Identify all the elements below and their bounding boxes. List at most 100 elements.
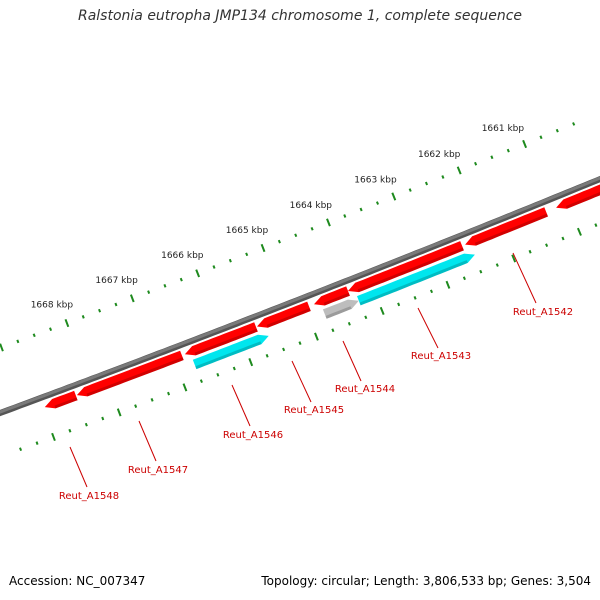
minor-tick [462,276,466,281]
gene-label-Reut_A1548[interactable]: Reut_A1548 [59,446,119,502]
minor-tick [474,161,478,166]
major-tick [445,280,451,289]
gene-Reut_A1542[interactable] [556,184,600,209]
tick-label: 1665 kbp [226,226,269,236]
gene-label-text: Reut_A1543 [411,351,471,362]
major-tick [522,139,528,149]
leader-line [417,307,439,349]
gene-labels: Reut_A1542 Reut_A1543 Reut_A1544 Reut_A1545… [59,252,573,502]
gene-Reut_A1543-fwd[interactable] [465,207,548,246]
minor-tick [228,258,232,263]
minor-tick [163,283,167,288]
minor-tick [101,416,105,421]
minor-tick [364,315,368,320]
minor-tick [555,128,559,133]
major-tick [51,432,56,442]
minor-tick [49,327,53,332]
leader-line [291,360,312,403]
major-tick [511,254,517,263]
gene-Reut_A1547[interactable] [76,350,184,397]
minor-tick [294,233,298,238]
minor-tick [81,315,85,319]
major-tick [116,408,122,417]
gene-label-Reut_A1547[interactable]: Reut_A1547 [128,420,188,476]
gene-label-text: Reut_A1544 [335,384,395,395]
minor-tick [310,227,314,231]
major-tick [0,343,4,352]
major-tick [129,294,135,303]
tick-label: 1668 kbp [31,300,74,310]
leader-line [69,446,88,488]
gene-label-Reut_A1543[interactable]: Reut_A1543 [411,307,471,362]
minor-tick [479,269,483,274]
major-tick [195,269,201,278]
major-tick [391,192,397,201]
minor-tick [232,366,236,371]
minor-tick [212,265,216,269]
minor-tick [35,441,39,445]
chromosome-backbone [0,175,600,417]
minor-tick [561,236,565,241]
gene-label-Reut_A1542[interactable]: Reut_A1542 [512,252,573,318]
minor-tick [179,277,183,282]
tick-label: 1662 kbp [418,150,461,160]
gene-Reut_A1544[interactable] [322,299,359,319]
minor-tick [114,302,118,307]
leader-line [231,384,251,427]
gene-label-text: Reut_A1547 [128,465,188,476]
minor-tick [167,391,171,396]
minor-tick [413,296,417,300]
leader-line [342,340,362,382]
tick-label: 1664 kbp [290,201,333,211]
forward-strand-genes[interactable] [44,184,600,409]
major-tick [456,166,462,175]
minor-tick [282,347,286,352]
minor-tick [359,207,363,212]
minor-tick [424,181,429,186]
gene-label-text: Reut_A1545 [284,405,344,416]
minor-tick [32,333,36,338]
genome-summary-label: Topology: circular; Length: 3,806,533 bp… [261,574,591,588]
major-tick [326,218,331,227]
gene-Reut_A1545[interactable] [314,286,350,306]
gene-Reut_A1545-b[interactable] [257,301,311,328]
minor-tick [19,447,23,452]
minor-tick [375,201,380,205]
tick-label: 1667 kbp [95,276,138,286]
major-tick [260,243,266,253]
scale-tick-labels: 1661 kbp 1662 kbp 1663 kbp 1664 kbp 1665 kbp… [31,124,525,310]
gene-label-text: Reut_A1546 [223,430,283,441]
minor-tick [343,214,347,218]
gene-Reut_A1543-fwd2[interactable] [348,241,464,293]
gene-label-Reut_A1545[interactable]: Reut_A1545 [284,360,344,416]
minor-tick [277,239,281,244]
minor-tick [397,302,401,307]
minor-tick [98,308,102,313]
minor-tick [429,289,434,294]
major-tick [379,306,385,315]
minor-tick [594,223,598,227]
minor-tick [506,148,510,153]
minor-tick [408,188,412,192]
major-tick [248,358,254,367]
inner-tick-track [19,223,598,452]
gene-Reut_A1543[interactable] [357,253,475,306]
gene-label-Reut_A1546[interactable]: Reut_A1546 [223,384,283,441]
gene-Reut_A1546-fwd[interactable] [184,322,258,356]
major-tick [314,332,319,341]
page-title: Ralstonia eutropha JMP134 chromosome 1, … [77,8,522,24]
minor-tick [68,428,72,433]
minor-tick [147,290,151,294]
leader-line [138,420,157,462]
minor-tick [545,243,549,247]
gene-label-text: Reut_A1548 [59,491,119,502]
gene-label-text: Reut_A1542 [513,307,573,318]
minor-tick [572,122,576,126]
reverse-strand-genes[interactable] [192,253,475,370]
minor-tick [134,404,138,408]
gene-Reut_A1546[interactable] [192,334,269,370]
gene-label-Reut_A1544[interactable]: Reut_A1544 [335,340,395,395]
gene-Reut_A1548[interactable] [44,390,78,409]
